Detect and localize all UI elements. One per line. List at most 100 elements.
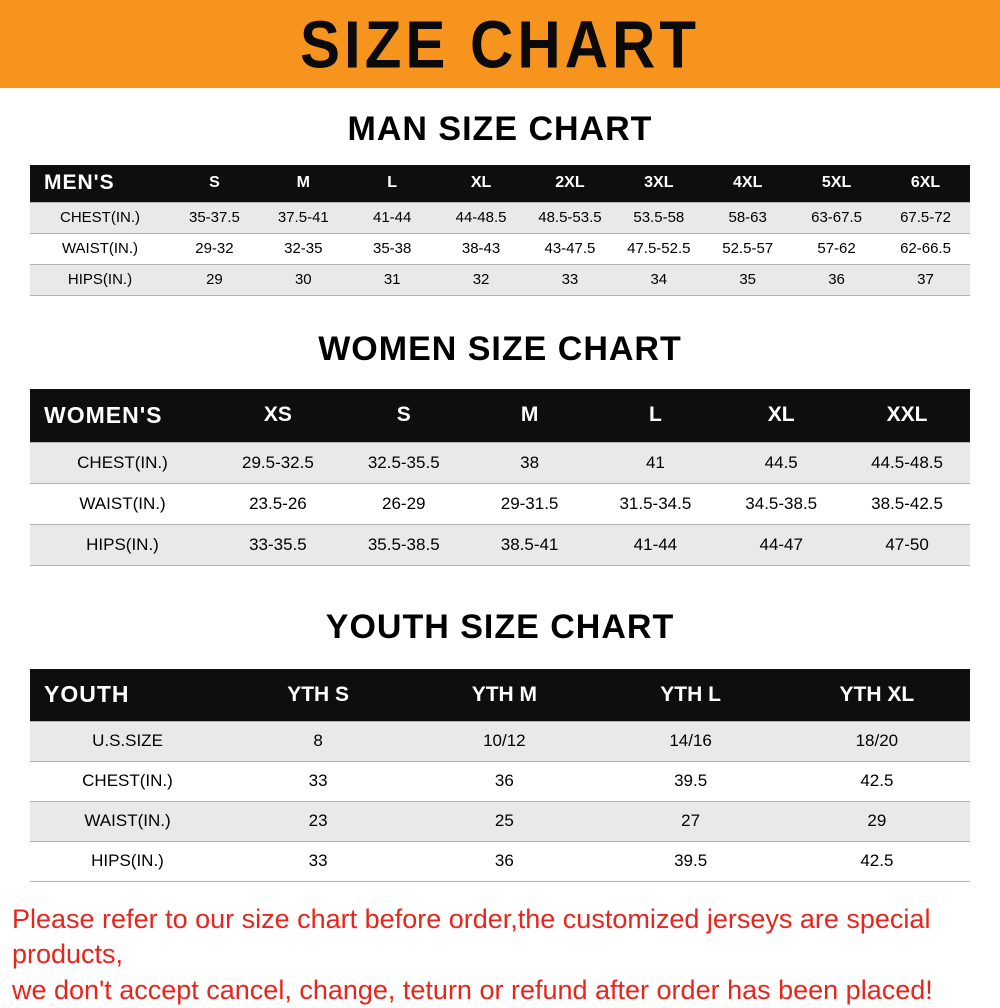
men-section-title: MAN SIZE CHART bbox=[0, 88, 1000, 165]
table-cell: 32.5-35.5 bbox=[341, 443, 467, 484]
table-cell: 67.5-72 bbox=[881, 202, 970, 233]
table-cell: 25 bbox=[411, 801, 597, 841]
table-cell: 47.5-52.5 bbox=[614, 233, 703, 264]
table-cell: 33 bbox=[225, 841, 411, 881]
table-cell: 43-47.5 bbox=[526, 233, 615, 264]
table-cell: 32 bbox=[437, 264, 526, 295]
row-label: CHEST(IN.) bbox=[30, 443, 215, 484]
column-header: YTH XL bbox=[784, 669, 970, 721]
table-cell: 36 bbox=[411, 841, 597, 881]
table-cell: 35-37.5 bbox=[170, 202, 259, 233]
youth-section-title: YOUTH SIZE CHART bbox=[0, 566, 1000, 669]
table-cell: 41-44 bbox=[592, 525, 718, 566]
table-row: HIPS(IN.) 29 30 31 32 33 34 35 36 37 bbox=[30, 264, 970, 295]
table-cell: 47-50 bbox=[844, 525, 970, 566]
row-label: CHEST(IN.) bbox=[30, 761, 225, 801]
table-cell: 33 bbox=[225, 761, 411, 801]
table-cell: 35 bbox=[703, 264, 792, 295]
table-cell: 29 bbox=[784, 801, 970, 841]
table-cell: 38-43 bbox=[437, 233, 526, 264]
table-cell: 14/16 bbox=[598, 721, 784, 761]
table-cell: 52.5-57 bbox=[703, 233, 792, 264]
size-chart-banner: SIZE CHART bbox=[0, 0, 1000, 88]
column-header: L bbox=[348, 165, 437, 202]
women-size-table: WOMEN'S XS S M L XL XXL CHEST(IN.) 29.5-… bbox=[30, 389, 970, 567]
table-row: HIPS(IN.) 33 36 39.5 42.5 bbox=[30, 841, 970, 881]
table-cell: 31.5-34.5 bbox=[592, 484, 718, 525]
column-header: 2XL bbox=[526, 165, 615, 202]
table-cell: 39.5 bbox=[598, 761, 784, 801]
table-cell: 29.5-32.5 bbox=[215, 443, 341, 484]
table-row: WAIST(IN.) 23 25 27 29 bbox=[30, 801, 970, 841]
table-row: HIPS(IN.) 33-35.5 35.5-38.5 38.5-41 41-4… bbox=[30, 525, 970, 566]
table-cell: 41 bbox=[592, 443, 718, 484]
row-label: CHEST(IN.) bbox=[30, 202, 170, 233]
column-header: XXL bbox=[844, 389, 970, 443]
youth-size-table: YOUTH YTH S YTH M YTH L YTH XL U.S.SIZE … bbox=[30, 669, 970, 882]
table-cell: 36 bbox=[411, 761, 597, 801]
youth-header-row: YOUTH YTH S YTH M YTH L YTH XL bbox=[30, 669, 970, 721]
banner-title: SIZE CHART bbox=[300, 5, 700, 82]
row-label: WAIST(IN.) bbox=[30, 233, 170, 264]
table-cell: 31 bbox=[348, 264, 437, 295]
table-cell: 48.5-53.5 bbox=[526, 202, 615, 233]
table-cell: 44.5 bbox=[718, 443, 844, 484]
table-cell: 38 bbox=[467, 443, 593, 484]
column-header: M bbox=[467, 389, 593, 443]
table-cell: 38.5-41 bbox=[467, 525, 593, 566]
men-header-row: MEN'S S M L XL 2XL 3XL 4XL 5XL 6XL bbox=[30, 165, 970, 202]
table-cell: 27 bbox=[598, 801, 784, 841]
women-header-row: WOMEN'S XS S M L XL XXL bbox=[30, 389, 970, 443]
table-cell: 29-31.5 bbox=[467, 484, 593, 525]
table-cell: 44-47 bbox=[718, 525, 844, 566]
table-cell: 42.5 bbox=[784, 761, 970, 801]
table-cell: 35-38 bbox=[348, 233, 437, 264]
table-cell: 33-35.5 bbox=[215, 525, 341, 566]
column-header: YTH S bbox=[225, 669, 411, 721]
table-cell: 26-29 bbox=[341, 484, 467, 525]
women-size-section: WOMEN SIZE CHART WOMEN'S XS S M L XL XXL… bbox=[0, 296, 1000, 567]
table-row: CHEST(IN.) 33 36 39.5 42.5 bbox=[30, 761, 970, 801]
table-cell: 23 bbox=[225, 801, 411, 841]
table-row: WAIST(IN.) 23.5-26 26-29 29-31.5 31.5-34… bbox=[30, 484, 970, 525]
table-cell: 38.5-42.5 bbox=[844, 484, 970, 525]
table-cell: 44-48.5 bbox=[437, 202, 526, 233]
column-header: XL bbox=[718, 389, 844, 443]
table-cell: 53.5-58 bbox=[614, 202, 703, 233]
table-cell: 39.5 bbox=[598, 841, 784, 881]
men-size-table: MEN'S S M L XL 2XL 3XL 4XL 5XL 6XL CHEST… bbox=[30, 165, 970, 296]
table-cell: 18/20 bbox=[784, 721, 970, 761]
table-cell: 35.5-38.5 bbox=[341, 525, 467, 566]
row-label: WAIST(IN.) bbox=[30, 801, 225, 841]
table-cell: 34.5-38.5 bbox=[718, 484, 844, 525]
column-header: L bbox=[592, 389, 718, 443]
table-cell: 37 bbox=[881, 264, 970, 295]
table-cell: 37.5-41 bbox=[259, 202, 348, 233]
disclaimer-line-2: we don't accept cancel, change, teturn o… bbox=[12, 973, 990, 1008]
men-size-section: MAN SIZE CHART MEN'S S M L XL 2XL 3XL 4X… bbox=[0, 88, 1000, 296]
column-header: 4XL bbox=[703, 165, 792, 202]
women-section-title: WOMEN SIZE CHART bbox=[0, 296, 1000, 389]
table-cell: 8 bbox=[225, 721, 411, 761]
column-header: XS bbox=[215, 389, 341, 443]
table-cell: 30 bbox=[259, 264, 348, 295]
row-label: HIPS(IN.) bbox=[30, 264, 170, 295]
row-label: WAIST(IN.) bbox=[30, 484, 215, 525]
table-row: WAIST(IN.) 29-32 32-35 35-38 38-43 43-47… bbox=[30, 233, 970, 264]
column-header: M bbox=[259, 165, 348, 202]
table-cell: 41-44 bbox=[348, 202, 437, 233]
row-label: HIPS(IN.) bbox=[30, 841, 225, 881]
table-cell: 62-66.5 bbox=[881, 233, 970, 264]
youth-size-section: YOUTH SIZE CHART YOUTH YTH S YTH M YTH L… bbox=[0, 566, 1000, 882]
table-cell: 44.5-48.5 bbox=[844, 443, 970, 484]
column-header: S bbox=[170, 165, 259, 202]
table-row: CHEST(IN.) 35-37.5 37.5-41 41-44 44-48.5… bbox=[30, 202, 970, 233]
table-cell: 29-32 bbox=[170, 233, 259, 264]
table-cell: 57-62 bbox=[792, 233, 881, 264]
row-label: U.S.SIZE bbox=[30, 721, 225, 761]
row-label: HIPS(IN.) bbox=[30, 525, 215, 566]
column-header: 3XL bbox=[614, 165, 703, 202]
column-header: 6XL bbox=[881, 165, 970, 202]
table-cell: 33 bbox=[526, 264, 615, 295]
order-disclaimer: Please refer to our size chart before or… bbox=[12, 902, 990, 1008]
